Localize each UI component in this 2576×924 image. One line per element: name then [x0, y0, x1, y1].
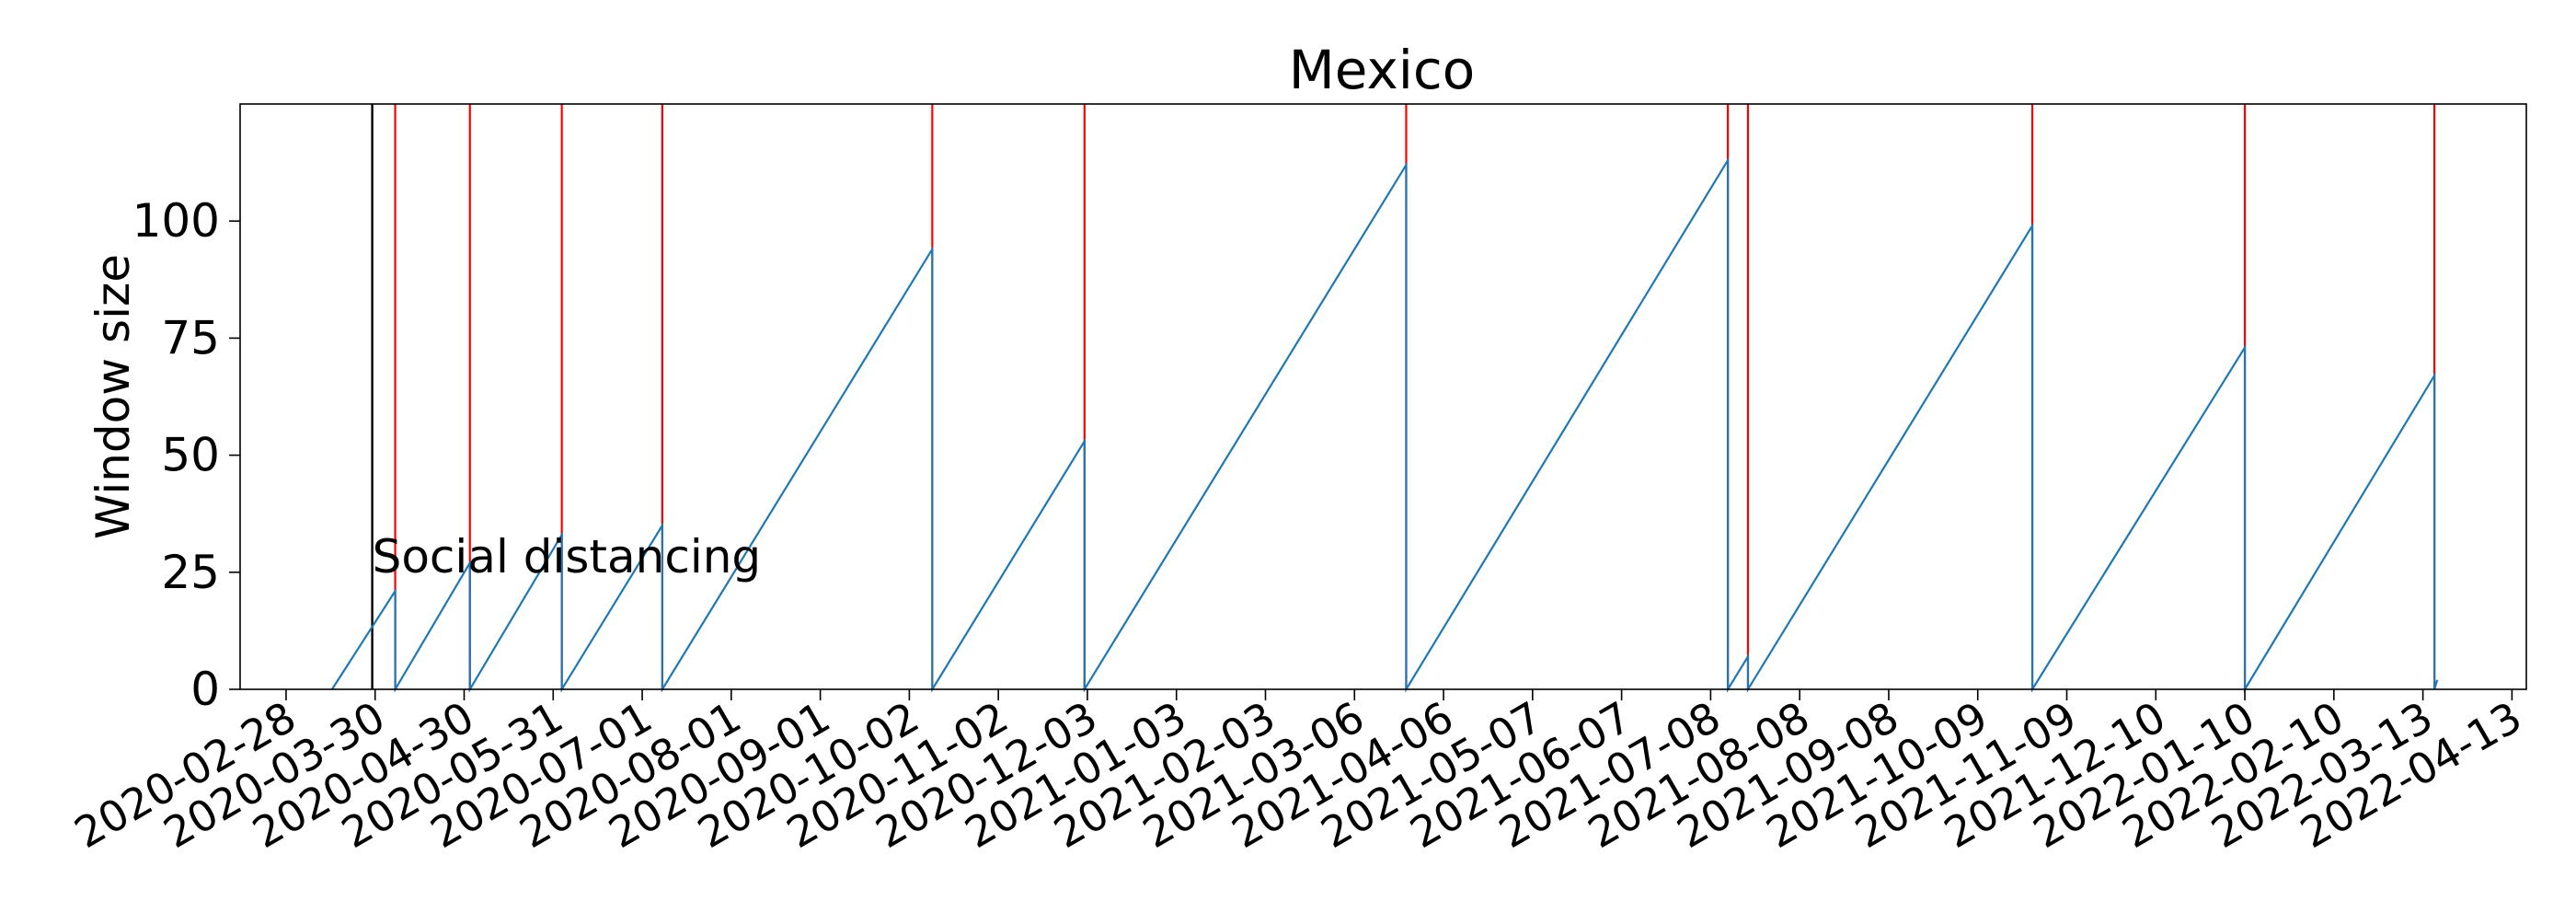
- y-axis-label: Window size: [86, 254, 140, 539]
- series-line-0: [330, 156, 2439, 694]
- annotation-label: Social distancing: [373, 530, 762, 583]
- chart-title: Mexico: [1289, 39, 1476, 101]
- y-tick-label: 25: [161, 546, 220, 599]
- y-tick-label: 50: [161, 429, 220, 482]
- y-tick-label: 100: [132, 194, 220, 248]
- y-tick-label: 0: [190, 663, 220, 716]
- plot-frame: [239, 103, 2527, 690]
- y-tick-label: 75: [161, 311, 220, 364]
- plot-layer: Social distancing: [330, 104, 2439, 694]
